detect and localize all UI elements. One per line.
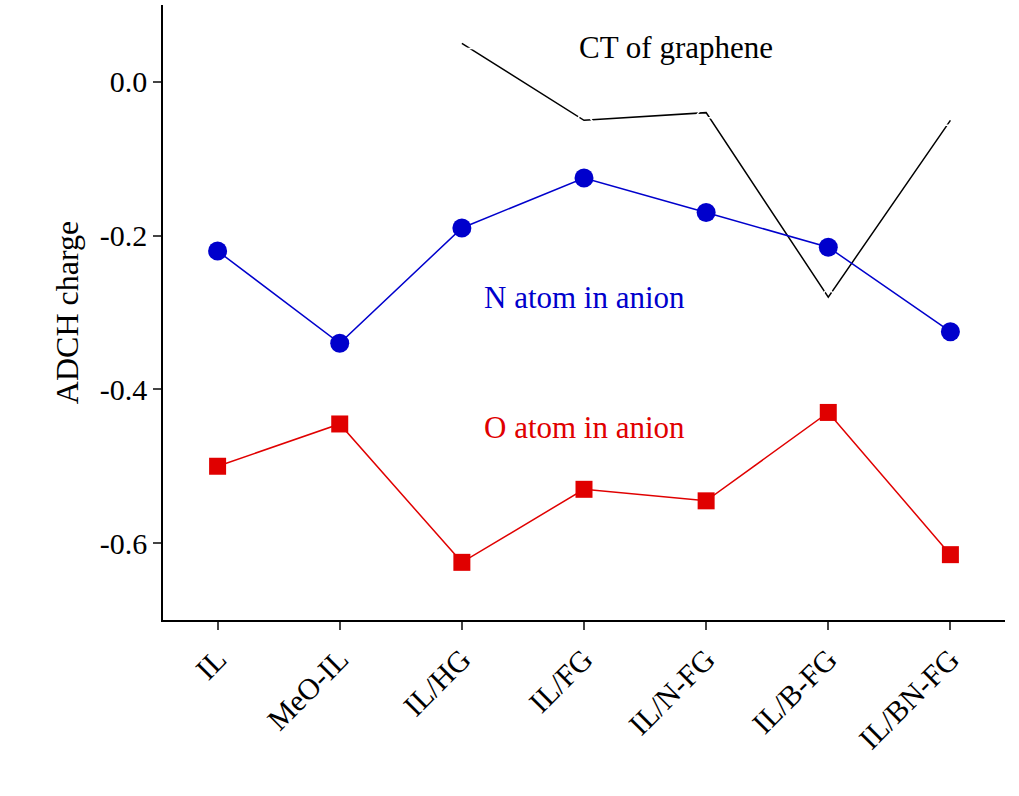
svg-text:IL/N-FG: IL/N-FG — [622, 642, 721, 741]
svg-text:IL/B-FG: IL/B-FG — [746, 642, 844, 740]
svg-text:MeO-IL: MeO-IL — [261, 642, 355, 736]
svg-text:CT of graphene: CT of graphene — [579, 30, 773, 65]
svg-text:0.0: 0.0 — [110, 65, 148, 98]
svg-text:O atom in anion: O atom in anion — [484, 410, 685, 445]
svg-text:IL/HG: IL/HG — [397, 642, 477, 722]
svg-text:N atom in anion: N atom in anion — [484, 280, 685, 315]
svg-text:ADCH charge: ADCH charge — [49, 221, 85, 404]
svg-text:-0.2: -0.2 — [100, 219, 148, 252]
svg-text:IL/BN-FG: IL/BN-FG — [852, 642, 965, 755]
svg-text:-0.6: -0.6 — [100, 527, 148, 560]
svg-text:-0.4: -0.4 — [100, 373, 148, 406]
svg-text:IL: IL — [189, 642, 232, 685]
svg-text:IL/FG: IL/FG — [522, 642, 598, 718]
